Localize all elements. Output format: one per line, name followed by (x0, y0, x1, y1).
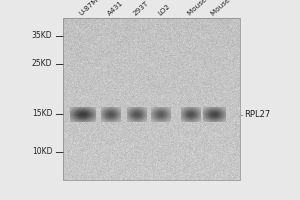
Text: U-87MG: U-87MG (79, 0, 104, 17)
Text: Mouse liver: Mouse liver (187, 0, 221, 17)
Text: 10KD: 10KD (32, 148, 52, 156)
Text: 25KD: 25KD (32, 60, 52, 68)
Bar (63, 18, 240, 180)
Text: Mouse thymus: Mouse thymus (211, 0, 254, 17)
Text: RPL27: RPL27 (244, 110, 271, 119)
Text: 293T: 293T (133, 0, 150, 17)
Text: LO2: LO2 (157, 3, 171, 17)
Text: 35KD: 35KD (32, 31, 52, 40)
Text: A431: A431 (107, 0, 125, 17)
Text: 15KD: 15KD (32, 109, 52, 118)
